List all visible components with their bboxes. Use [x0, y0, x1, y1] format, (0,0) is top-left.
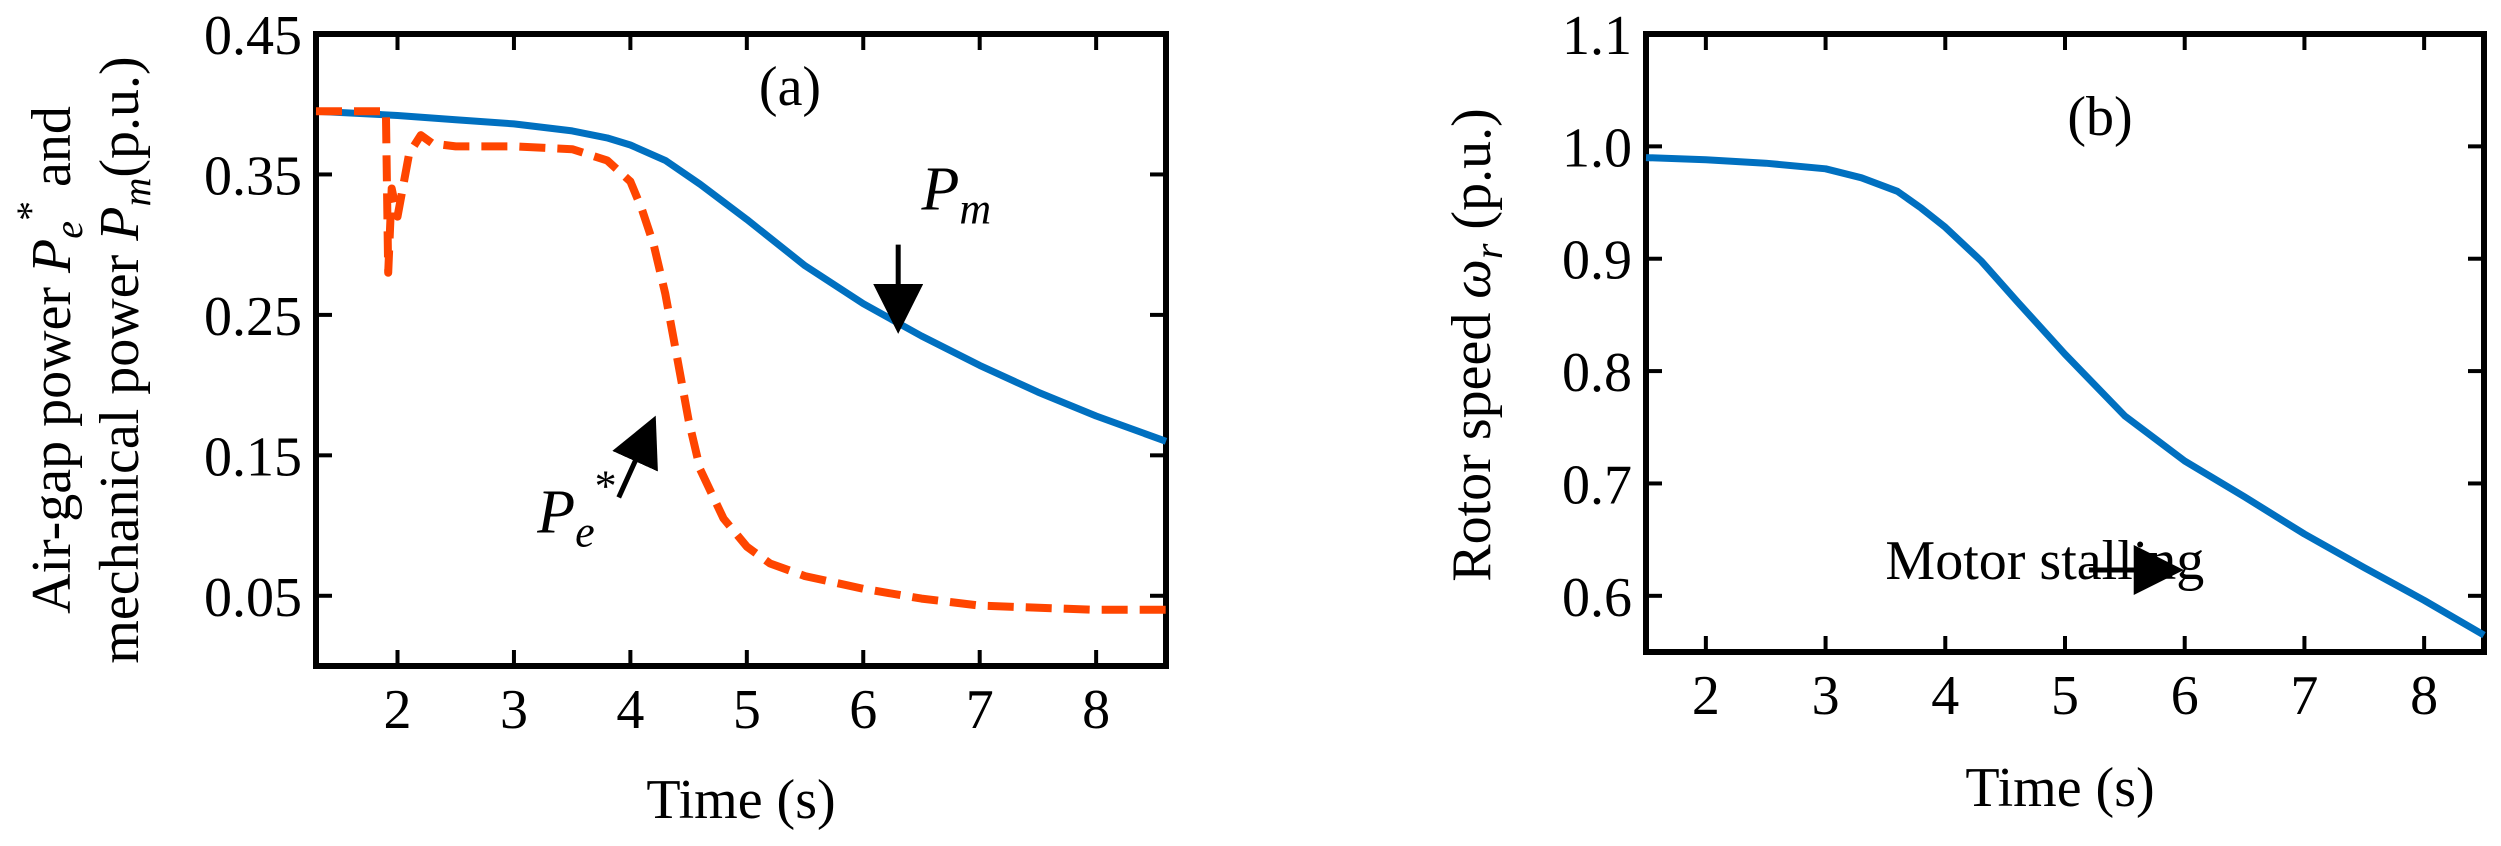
chart-b-ytick-label-3: 0.9 [1562, 230, 1632, 292]
chart-a-xtick-label-6: 8 [1082, 679, 1110, 741]
chart-a-ylabel-pe-sym: P [21, 239, 83, 274]
chart-a-plot-area [313, 31, 1169, 669]
chart-a-anno-pe-sup: * [595, 462, 617, 511]
chart-a-x-axis-label: Time (s) [646, 769, 835, 831]
chart-b-xtick-label-4: 6 [2171, 665, 2199, 727]
chart-b-ticks-group: 2 3 4 5 6 7 8 0.6 0.7 0.8 0.9 1.0 1.1 [1562, 5, 2484, 727]
chart-a-ylabel-pm-sub: m [114, 178, 159, 207]
chart-a-annotation-pe: Pe* [536, 462, 616, 557]
chart-b-ytick-label-4: 1.0 [1562, 117, 1632, 179]
chart-a-series-group [315, 107, 1168, 614]
chart-a-ytick-label-4: 0.45 [204, 5, 302, 67]
chart-b-ytick-label-1: 0.7 [1562, 454, 1632, 516]
chart-a-y-axis-label-line2: mechanical power Pm(p.u.) [89, 56, 159, 663]
chart-a-xtick-label-3: 5 [733, 679, 761, 741]
chart-b-ytick-label-5: 1.1 [1562, 5, 1632, 67]
chart-a-ylabel-pe-sub: e [46, 221, 91, 239]
chart-a-ytick-label-1: 0.15 [204, 426, 302, 488]
chart-a-y-axis-label-line1: Air-gap power Pe* and [8, 106, 91, 614]
chart-a-anno-pe-sym: P [536, 479, 575, 547]
chart-b-y-axis-label: Rotor speed ωr (p.u.) [1441, 108, 1511, 581]
chart-b-xtick-label-1: 3 [1812, 665, 1840, 727]
chart-b-ytick-label-0: 0.6 [1562, 567, 1632, 629]
chart-a-series-0 [315, 107, 1168, 445]
chart-b-xtick-label-3: 5 [2051, 665, 2079, 727]
chart-b-ytick-label-2: 0.8 [1562, 342, 1632, 404]
chart-b-ylabel-b: (p.u.) [1441, 108, 1503, 243]
chart-a-ytick-label-3: 0.35 [204, 145, 302, 207]
chart-b-xtick-label-6: 8 [2410, 665, 2438, 727]
chart-a-ticks-group: 2 3 4 5 6 7 8 0.05 0.15 0.25 0.35 0.45 [204, 5, 1166, 741]
chart-a-ylabel-l1-a: Air-gap power [21, 273, 83, 614]
chart-b-xtick-label-2: 4 [1931, 665, 1959, 727]
chart-a-ylabel-l1-b: and [21, 106, 83, 201]
chart-a-arrow-pe [612, 415, 658, 499]
chart-b-ylabel-sub: r [1466, 243, 1511, 259]
chart-b-ylabel-a: Rotor speed [1441, 299, 1503, 582]
chart-a-xtick-label-4: 6 [849, 679, 877, 741]
chart-a-xtick-label-5: 7 [966, 679, 994, 741]
chart-a-ylabel-l2-a: mechanical power [89, 241, 151, 664]
chart-b-x-axis-label: Time (s) [1965, 757, 2154, 819]
chart-a-ytick-label-2: 0.25 [204, 286, 302, 348]
chart-b-panel-label: (b) [2067, 86, 2132, 148]
chart-b: 2 3 4 5 6 7 8 0.6 0.7 0.8 0.9 1.0 1.1 (b) Time (s) R… [1441, 5, 2487, 819]
chart-a-anno-pe-sub: e [575, 508, 595, 557]
chart-b-plot-area [1643, 31, 2487, 655]
chart-a-xtick-label-0: 2 [384, 679, 412, 741]
chart-a-xtick-label-2: 4 [616, 679, 644, 741]
chart-b-series-0 [1645, 154, 2486, 639]
chart-b-xtick-label-5: 7 [2290, 665, 2318, 727]
chart-a-panel-label: (a) [759, 56, 821, 118]
chart-a-xtick-label-1: 3 [500, 679, 528, 741]
chart-a-ylabel-pm-sym: P [89, 207, 151, 242]
chart-b-xtick-label-0: 2 [1692, 665, 1720, 727]
chart-a-ylabel-pe-sup: * [8, 201, 53, 221]
chart-b-ylabel-sym: ω [1441, 259, 1503, 299]
chart-b-series-group [1645, 154, 2486, 639]
chart-a-ytick-label-0: 0.05 [204, 567, 302, 629]
chart-a-series-1 [316, 107, 1166, 614]
chart-a-ylabel-l2-b: (p.u.) [89, 56, 151, 177]
chart-a-annotation-pm: Pm [920, 156, 991, 234]
chart-a: 2 3 4 5 6 7 8 0.05 0.15 0.25 0.35 0.45 (a) Time (s)… [8, 5, 1169, 831]
chart-a-anno-pm-sym: P [920, 156, 959, 224]
chart-b-annotation-motor-stalling: Motor stalling [1885, 530, 2204, 592]
chart-a-anno-pm-sub: m [959, 185, 991, 234]
